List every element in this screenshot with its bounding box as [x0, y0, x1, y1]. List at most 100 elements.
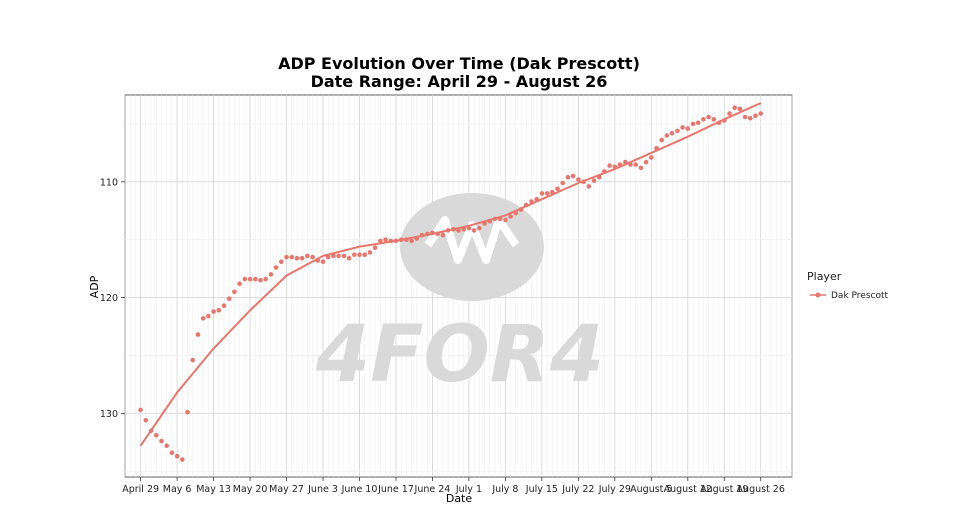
data-point	[487, 218, 493, 224]
data-point	[315, 258, 321, 263]
data-point	[748, 115, 753, 121]
data-point	[664, 133, 670, 138]
series-dak-prescott	[138, 102, 763, 462]
data-point	[722, 118, 727, 123]
data-point	[232, 289, 237, 295]
data-point	[560, 180, 565, 186]
data-point	[159, 438, 164, 444]
data-point	[513, 210, 519, 216]
chart-title: ADP Evolution Over Time (Dak Prescott)	[278, 54, 640, 73]
data-point	[430, 230, 435, 236]
data-point	[138, 407, 143, 413]
data-point	[716, 120, 722, 126]
legend-title: Player	[807, 270, 842, 283]
data-point	[200, 316, 206, 321]
data-point	[263, 276, 269, 282]
x-tick-label: May 13	[196, 484, 231, 495]
x-tick-label: June 24	[414, 484, 451, 495]
data-point	[445, 228, 451, 233]
data-point	[195, 332, 201, 337]
data-point	[398, 237, 404, 242]
data-point	[638, 165, 644, 171]
data-point	[591, 178, 597, 183]
data-point	[643, 159, 649, 165]
data-point	[331, 253, 336, 259]
data-point	[758, 111, 763, 116]
data-point	[742, 114, 748, 120]
data-point	[518, 207, 524, 212]
data-point	[680, 125, 685, 130]
y-axis: 110 120 130	[100, 177, 125, 420]
data-point	[695, 120, 701, 126]
data-point	[268, 272, 274, 277]
legend: Player Dak Prescott	[807, 270, 888, 301]
data-point	[565, 174, 571, 180]
data-point	[669, 130, 675, 136]
data-point	[753, 113, 758, 119]
data-point	[654, 145, 659, 151]
data-point	[471, 228, 477, 233]
data-point	[279, 259, 284, 265]
grid-lines	[124, 95, 793, 477]
data-point	[607, 163, 612, 168]
data-point	[143, 418, 149, 423]
data-point	[180, 457, 185, 462]
data-point	[419, 232, 425, 238]
data-point	[352, 252, 357, 257]
data-point	[737, 106, 743, 112]
data-point	[711, 117, 717, 122]
data-point	[555, 186, 560, 192]
data-point	[409, 238, 414, 244]
x-tick-label: July 8	[491, 484, 518, 495]
x-tick-label: August 5	[630, 484, 672, 495]
data-point	[341, 253, 347, 259]
data-point	[623, 159, 628, 165]
x-tick-label: July 22	[561, 484, 594, 495]
x-tick-label: June 17	[377, 484, 414, 495]
data-point	[174, 453, 180, 459]
data-point	[534, 196, 539, 202]
data-point	[148, 428, 154, 434]
data-point	[367, 250, 373, 255]
watermark: 4FOR4	[315, 193, 604, 400]
x-tick-label: June 10	[341, 484, 378, 495]
data-point	[461, 227, 467, 232]
data-point	[497, 216, 503, 222]
data-point	[596, 174, 602, 180]
data-point	[492, 216, 498, 222]
data-points	[138, 105, 763, 462]
data-point	[185, 409, 190, 415]
data-point	[310, 254, 315, 260]
data-point	[508, 214, 513, 219]
data-point	[378, 238, 383, 244]
data-point	[727, 111, 732, 116]
watermark-logo-icon	[400, 193, 544, 301]
legend-key-dot	[815, 292, 821, 298]
data-point	[477, 225, 482, 231]
x-tick-label: August 26	[737, 484, 785, 495]
data-point	[414, 236, 420, 241]
data-point	[685, 126, 691, 131]
data-point	[466, 225, 472, 231]
data-point	[690, 121, 696, 127]
data-point	[404, 237, 409, 242]
data-point	[570, 173, 576, 179]
x-tick-label: June 3	[307, 484, 338, 495]
data-point	[550, 189, 555, 195]
data-point	[258, 277, 263, 283]
legend-label: Dak Prescott	[831, 291, 888, 301]
x-tick-label: July 15	[525, 484, 558, 495]
y-axis-title: ADP	[88, 275, 101, 298]
data-point	[440, 232, 446, 238]
data-point	[357, 252, 362, 257]
data-point	[503, 217, 508, 223]
data-point	[221, 303, 227, 309]
data-point	[393, 238, 399, 244]
data-point	[299, 255, 305, 261]
x-tick-label: May 20	[233, 484, 268, 495]
data-point	[226, 296, 232, 302]
watermark-text: 4FOR4	[315, 310, 604, 400]
data-point	[675, 128, 680, 134]
data-point	[649, 155, 654, 160]
